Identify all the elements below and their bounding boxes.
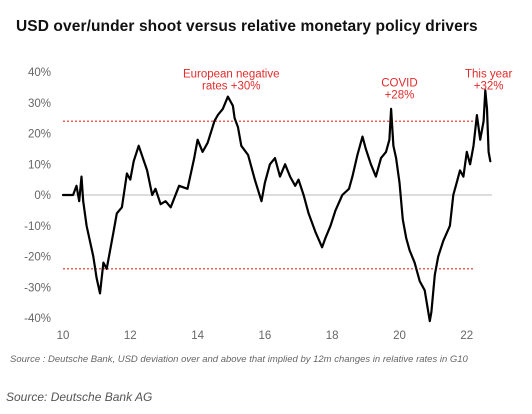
source-credit: Source: Deutsche Bank AG [6,390,153,404]
annotation-label: COVID +28% [381,78,417,102]
series-line [61,89,492,323]
y-tick-label: -20% [24,252,51,264]
x-axis-ticks: 10 12 14 16 18 20 22 [57,330,474,342]
x-tick-label: 20 [393,330,406,342]
line-chart: 40%30%20%10%0%-10%-20%-30%-40% 10 12 14 16 1… [24,67,512,342]
y-tick-label: 20% [28,129,51,141]
x-tick-label: 16 [258,330,271,342]
x-tick-label: 22 [460,330,473,342]
y-tick-label: 40% [28,67,51,79]
annotations: European negative rates +30% COVID +28% This… [183,68,512,101]
y-axis-ticks: 40% 30% 20% 10% 0% -10% -20% -30% -40% [24,67,51,325]
y-tick-label: 30% [28,98,51,110]
x-tick-label: 18 [326,330,339,342]
chart-title: USD over/under shoot versus relative mon… [16,18,478,35]
y-tick-label: -40% [24,313,51,325]
y-tick-label: 10% [28,159,51,171]
annotation-label: European negative rates +30% [183,68,280,92]
x-tick-label: 12 [124,330,137,342]
y-tick-label: -10% [24,221,51,233]
source-note: Source : Deutsche Bank, USD deviation ov… [10,354,468,365]
y-tick-label: -30% [24,282,51,294]
x-tick-label: 10 [57,330,70,342]
reference-lines [63,120,492,270]
y-tick-label: 0% [34,190,51,202]
x-tick-label: 14 [191,330,204,342]
series-layer [61,89,492,323]
annotation-label: This year +32% [465,68,512,92]
